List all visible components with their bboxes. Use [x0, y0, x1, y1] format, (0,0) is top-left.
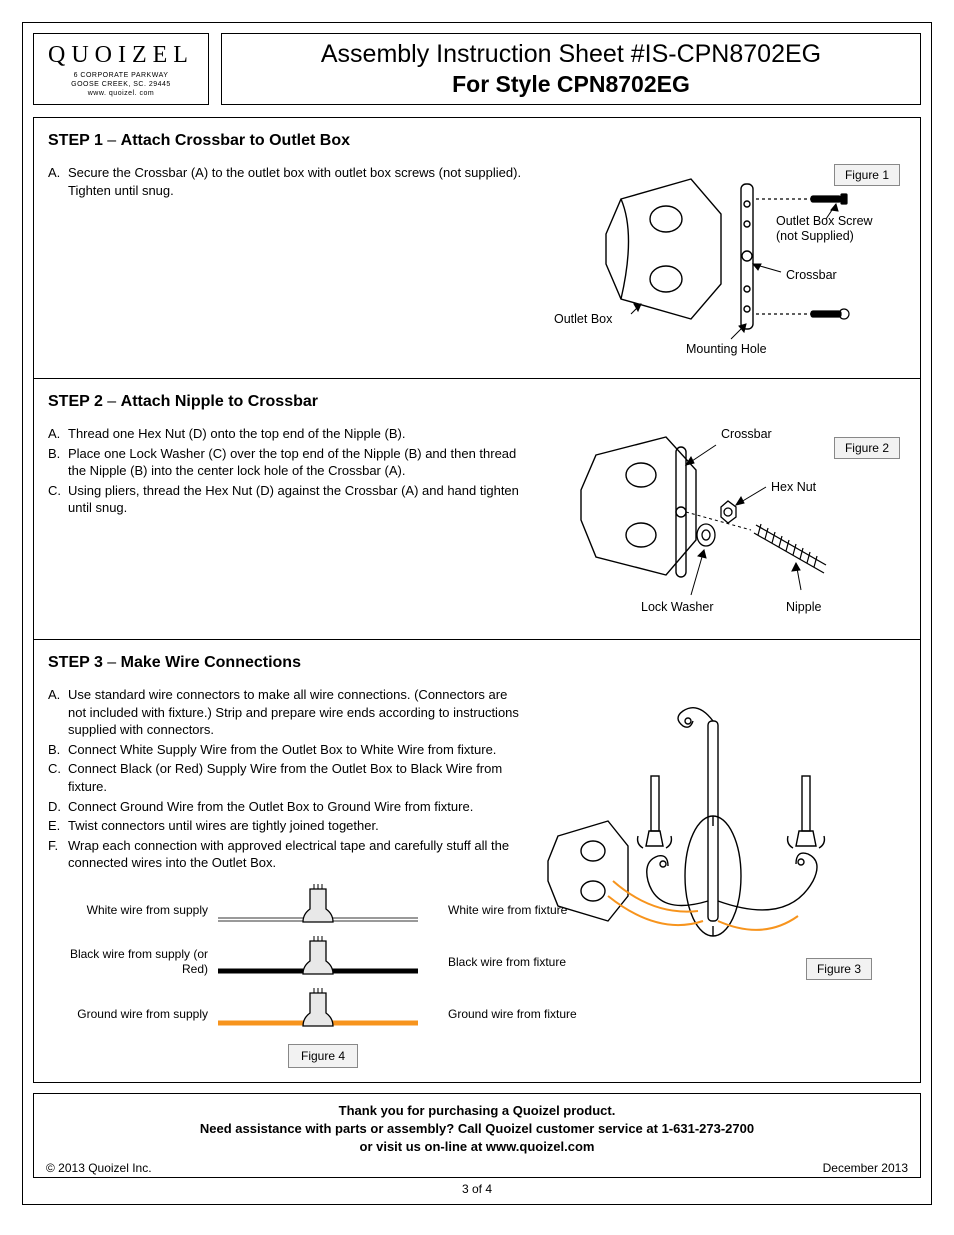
- step-3-figure: Figure 3: [538, 686, 878, 986]
- figure-1-svg: [536, 164, 906, 364]
- step-3-title: Make Wire Connections: [121, 654, 301, 671]
- step-3: STEP 3 – Make Wire Connections A.Use sta…: [34, 640, 920, 1082]
- callout-outlet-box: Outlet Box: [554, 312, 612, 327]
- callout-lock-washer: Lock Washer: [641, 600, 713, 615]
- step-3-text: A.Use standard wire connectors to make a…: [48, 686, 528, 1068]
- wire-diagram: White wire from supply: [48, 884, 608, 1068]
- page-number: 3 of 4: [23, 1182, 931, 1196]
- addr-line-3: www. quoizel. com: [48, 89, 194, 98]
- figure-4-label: Figure 4: [288, 1044, 358, 1068]
- step-dash: –: [107, 132, 120, 149]
- step-1-item-a: A. Secure the Crossbar (A) to the outlet…: [48, 164, 526, 199]
- footer-line-1: Thank you for purchasing a Quoizel produ…: [46, 1102, 908, 1120]
- figure-3-label: Figure 3: [806, 958, 872, 980]
- step-1-title: Attach Crossbar to Outlet Box: [121, 132, 350, 149]
- brand-name: QUOIZEL: [48, 42, 194, 69]
- step-2-heading: STEP 2 – Attach Nipple to Crossbar: [48, 393, 906, 411]
- wire-row-black: Black wire from supply (or Red): [48, 936, 608, 988]
- step-1: STEP 1 – Attach Crossbar to Outlet Box A…: [34, 118, 920, 379]
- step-1-text: A. Secure the Crossbar (A) to the outlet…: [48, 164, 526, 364]
- addr-line-2: GOOSE CREEK, SC. 29445: [48, 80, 194, 89]
- callout-outlet-box-screw: Outlet Box Screw (not Supplied): [776, 214, 896, 244]
- callout-crossbar-1: Crossbar: [786, 268, 837, 283]
- step-2-title: Attach Nipple to Crossbar: [121, 393, 318, 410]
- step-2-prefix: STEP 2: [48, 393, 103, 410]
- header-row: QUOIZEL 6 CORPORATE PARKWAY GOOSE CREEK,…: [23, 23, 931, 105]
- callout-hex-nut: Hex Nut: [771, 480, 816, 495]
- step-2: STEP 2 – Attach Nipple to Crossbar A.Thr…: [34, 379, 920, 640]
- callout-nipple: Nipple: [786, 600, 821, 615]
- page-border: QUOIZEL 6 CORPORATE PARKWAY GOOSE CREEK,…: [22, 22, 932, 1205]
- steps-container: STEP 1 – Attach Crossbar to Outlet Box A…: [33, 117, 921, 1083]
- step-1-heading: STEP 1 – Attach Crossbar to Outlet Box: [48, 132, 906, 150]
- figure-3-svg: [538, 686, 878, 976]
- title-box: Assembly Instruction Sheet #IS-CPN8702EG…: [221, 33, 921, 105]
- logo-box: QUOIZEL 6 CORPORATE PARKWAY GOOSE CREEK,…: [33, 33, 209, 105]
- brand-address: 6 CORPORATE PARKWAY GOOSE CREEK, SC. 294…: [48, 71, 194, 98]
- footer-block: Thank you for purchasing a Quoizel produ…: [33, 1093, 921, 1178]
- figure-2-label: Figure 2: [834, 437, 900, 459]
- figure-1-label: Figure 1: [834, 164, 900, 186]
- doc-title-line2: For Style CPN8702EG: [228, 71, 914, 98]
- callout-mounting-hole: Mounting Hole: [686, 342, 767, 357]
- footer-line-3: or visit us on-line at www.quoizel.com: [46, 1138, 908, 1156]
- callout-crossbar-2: Crossbar: [721, 427, 772, 442]
- wire-row-white: White wire from supply: [48, 884, 608, 936]
- doc-title-line1: Assembly Instruction Sheet #IS-CPN8702EG: [228, 40, 914, 69]
- wire-row-ground: Ground wire from supply: [48, 988, 608, 1040]
- step-dash: –: [107, 393, 120, 410]
- footer-text: Thank you for purchasing a Quoizel produ…: [46, 1102, 908, 1157]
- step-3-heading: STEP 3 – Make Wire Connections: [48, 654, 906, 672]
- step-dash: –: [107, 654, 120, 671]
- footer-date: December 2013: [823, 1161, 908, 1175]
- footer-line-2: Need assistance with parts or assembly? …: [46, 1120, 908, 1138]
- step-3-prefix: STEP 3: [48, 654, 103, 671]
- step-1-figure: Figure 1: [536, 164, 906, 364]
- step-2-text: A.Thread one Hex Nut (D) onto the top en…: [48, 425, 526, 625]
- step-1-prefix: STEP 1: [48, 132, 103, 149]
- step-2-figure: Figure 2: [536, 425, 906, 625]
- copyright: © 2013 Quoizel Inc.: [46, 1161, 152, 1175]
- addr-line-1: 6 CORPORATE PARKWAY: [48, 71, 194, 80]
- footer-bottom-row: © 2013 Quoizel Inc. December 2013: [46, 1161, 908, 1175]
